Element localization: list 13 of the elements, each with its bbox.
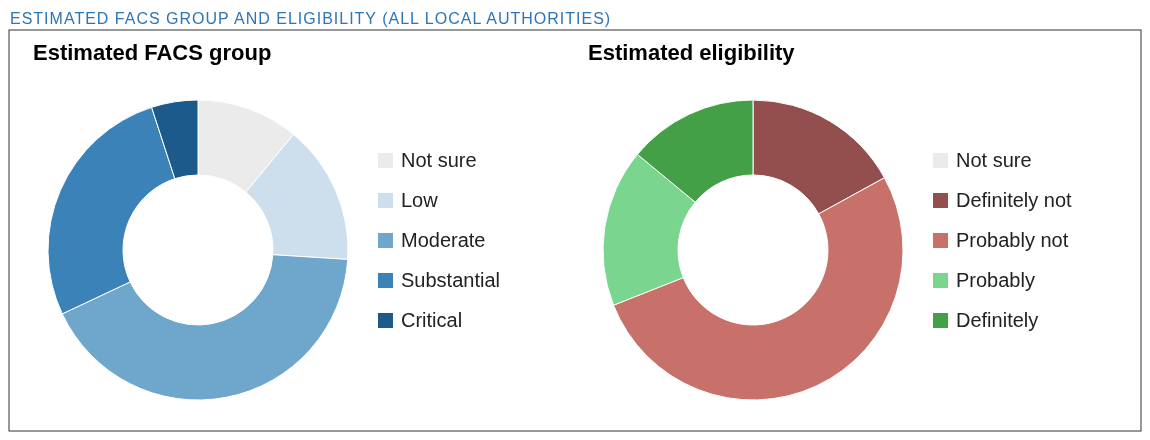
legend-label: Not sure (401, 149, 477, 171)
legend-label: Not sure (956, 149, 1032, 171)
legend-label: Moderate (401, 229, 486, 251)
legend-label: Definitely not (956, 189, 1073, 211)
legend-label: Definitely (956, 309, 1039, 331)
legend-label: Substantial (401, 269, 500, 291)
legend-label: Critical (401, 309, 463, 331)
legend-label: Probably not (956, 229, 1069, 251)
chart-title: Estimated FACS group (33, 40, 272, 65)
text: ESTIMATED FACS GROUP AND ELIGIBILITY (ALL LOCAL AUTHORITIES) (10, 10, 612, 27)
legend-label: Low (401, 189, 439, 211)
chart-title: Estimated eligibility (588, 40, 796, 65)
legend-label: Probably (956, 269, 1035, 291)
